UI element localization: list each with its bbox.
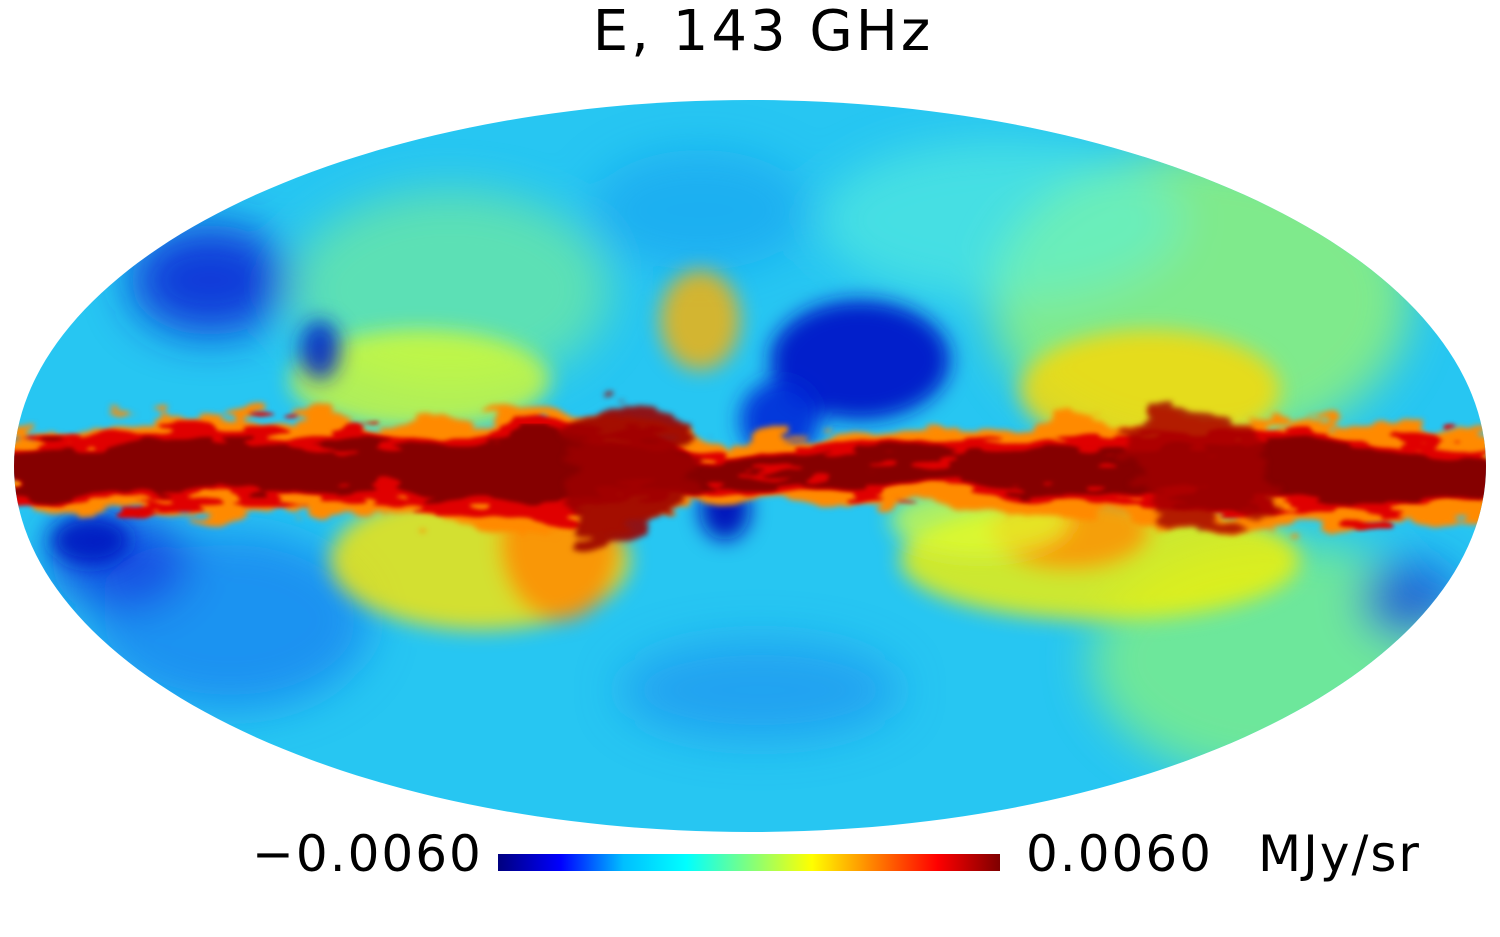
colorbar-min-label: −0.0060 bbox=[252, 825, 483, 883]
colorbar-max-label: 0.0060 bbox=[1026, 825, 1213, 883]
sky-map-content bbox=[14, 100, 1486, 832]
colorbar bbox=[498, 854, 1000, 871]
map-title: E, 143 GHz bbox=[592, 0, 934, 64]
colorbar-unit-label: MJy/sr bbox=[1258, 825, 1421, 883]
